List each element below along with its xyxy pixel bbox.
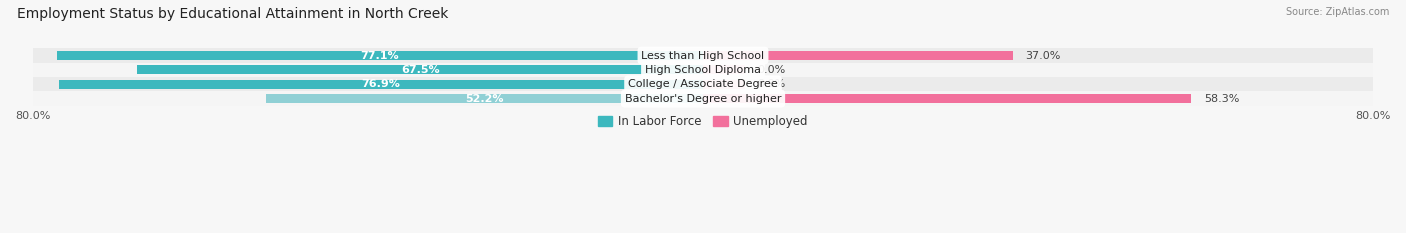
Text: 67.5%: 67.5% [401,65,440,75]
Text: 52.2%: 52.2% [465,94,503,104]
Legend: In Labor Force, Unemployed: In Labor Force, Unemployed [593,111,813,133]
Text: 76.9%: 76.9% [361,79,401,89]
Bar [703,65,745,74]
Text: High School Diploma: High School Diploma [645,65,761,75]
Text: Bachelor's Degree or higher: Bachelor's Degree or higher [624,94,782,104]
Bar [32,48,1374,63]
Bar [32,92,1374,106]
Text: 0.0%: 0.0% [758,79,786,89]
Text: 37.0%: 37.0% [1025,51,1062,61]
Text: 58.3%: 58.3% [1204,94,1240,104]
Text: Less than High School: Less than High School [641,51,765,61]
Text: Employment Status by Educational Attainment in North Creek: Employment Status by Educational Attainm… [17,7,449,21]
Bar [703,51,1012,60]
Bar [32,77,1374,92]
Text: 0.0%: 0.0% [758,65,786,75]
Bar [58,51,703,60]
Bar [703,94,1191,103]
Text: 77.1%: 77.1% [361,51,399,61]
Bar [59,80,703,89]
Bar [703,80,745,89]
Bar [32,63,1374,77]
Bar [266,94,703,103]
Text: College / Associate Degree: College / Associate Degree [628,79,778,89]
Text: Source: ZipAtlas.com: Source: ZipAtlas.com [1285,7,1389,17]
Bar [138,65,703,74]
